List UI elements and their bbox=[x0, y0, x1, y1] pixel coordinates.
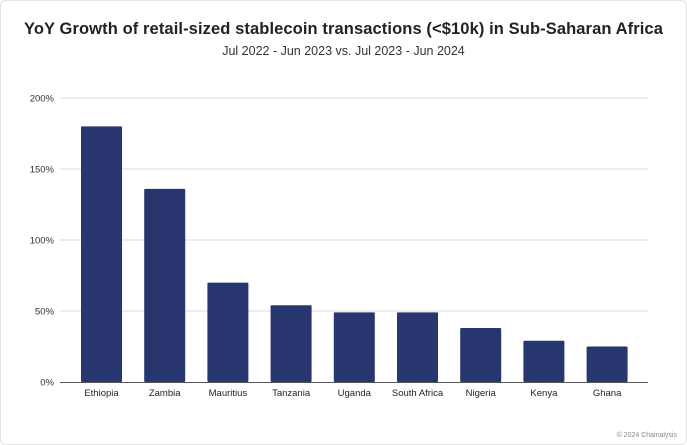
x-tick-label: Kenya bbox=[530, 388, 558, 399]
x-tick-label: Ghana bbox=[593, 388, 622, 399]
x-axis-labels: Ethiopia Zambia Mauritius Tanzania Uganda Sou… bbox=[84, 388, 622, 399]
bar-tanzania bbox=[270, 305, 312, 382]
bar-mauritius bbox=[207, 282, 249, 382]
bar-kenya bbox=[523, 340, 565, 382]
x-tick-label: South Africa bbox=[392, 388, 444, 399]
y-tick-label: 100% bbox=[30, 236, 55, 247]
bar-zambia bbox=[144, 188, 186, 382]
bar-south-africa bbox=[397, 312, 438, 382]
chart-title: YoY Growth of retail-sized stablecoin tr… bbox=[24, 20, 663, 38]
y-tick-label: 50% bbox=[35, 307, 55, 318]
bar-ghana bbox=[586, 346, 628, 382]
y-tick-label: 0% bbox=[40, 378, 54, 389]
bars bbox=[81, 126, 628, 383]
x-tick-label: Nigeria bbox=[466, 388, 497, 399]
chart-subtitle: Jul 2022 - Jun 2023 vs. Jul 2023 - Jun 2… bbox=[222, 44, 465, 58]
x-tick-label: Ethiopia bbox=[84, 388, 119, 399]
x-tick-label: Zambia bbox=[149, 388, 181, 399]
y-axis-ticks: 0% 50% 100% 150% 200% bbox=[30, 94, 55, 389]
x-tick-label: Tanzania bbox=[272, 388, 311, 399]
credit-text: © 2024 Chainalysis bbox=[616, 432, 677, 439]
bar-uganda bbox=[333, 312, 375, 382]
x-tick-label: Mauritius bbox=[209, 388, 248, 399]
bar-nigeria bbox=[460, 328, 502, 382]
y-tick-label: 150% bbox=[30, 165, 55, 176]
y-tick-label: 200% bbox=[30, 94, 55, 105]
bar-ethiopia bbox=[81, 126, 122, 383]
x-tick-label: Uganda bbox=[338, 388, 372, 399]
